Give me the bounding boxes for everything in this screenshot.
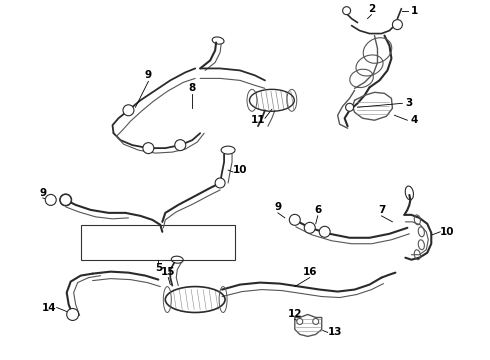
Text: 10: 10 bbox=[233, 165, 247, 175]
Circle shape bbox=[67, 309, 78, 320]
Text: 9: 9 bbox=[39, 188, 47, 198]
Text: 10: 10 bbox=[440, 227, 454, 237]
Bar bbox=[81, 225, 235, 260]
Circle shape bbox=[304, 222, 315, 233]
Text: 15: 15 bbox=[161, 267, 175, 276]
Circle shape bbox=[343, 7, 350, 15]
Text: 6: 6 bbox=[314, 205, 321, 215]
Text: 9: 9 bbox=[274, 202, 281, 212]
Circle shape bbox=[297, 319, 303, 324]
Circle shape bbox=[175, 140, 186, 150]
Text: 13: 13 bbox=[327, 327, 342, 337]
Text: 7: 7 bbox=[378, 205, 385, 215]
Circle shape bbox=[60, 194, 71, 206]
Text: 9: 9 bbox=[145, 71, 152, 80]
Text: 4: 4 bbox=[411, 115, 418, 125]
Circle shape bbox=[345, 103, 354, 111]
Circle shape bbox=[313, 319, 318, 324]
Text: 5: 5 bbox=[155, 263, 162, 273]
Circle shape bbox=[215, 178, 225, 188]
Circle shape bbox=[45, 194, 56, 206]
Circle shape bbox=[143, 143, 154, 154]
Text: 14: 14 bbox=[42, 302, 56, 312]
Text: 3: 3 bbox=[406, 98, 413, 108]
Text: 2: 2 bbox=[368, 4, 375, 14]
Text: 16: 16 bbox=[302, 267, 317, 276]
Circle shape bbox=[60, 194, 72, 206]
Text: 8: 8 bbox=[189, 84, 196, 93]
Circle shape bbox=[123, 105, 134, 116]
Circle shape bbox=[319, 226, 330, 237]
Circle shape bbox=[289, 214, 300, 225]
Circle shape bbox=[392, 20, 402, 30]
Text: 12: 12 bbox=[288, 310, 302, 319]
Text: 1: 1 bbox=[411, 6, 418, 15]
Text: 11: 11 bbox=[251, 115, 265, 125]
